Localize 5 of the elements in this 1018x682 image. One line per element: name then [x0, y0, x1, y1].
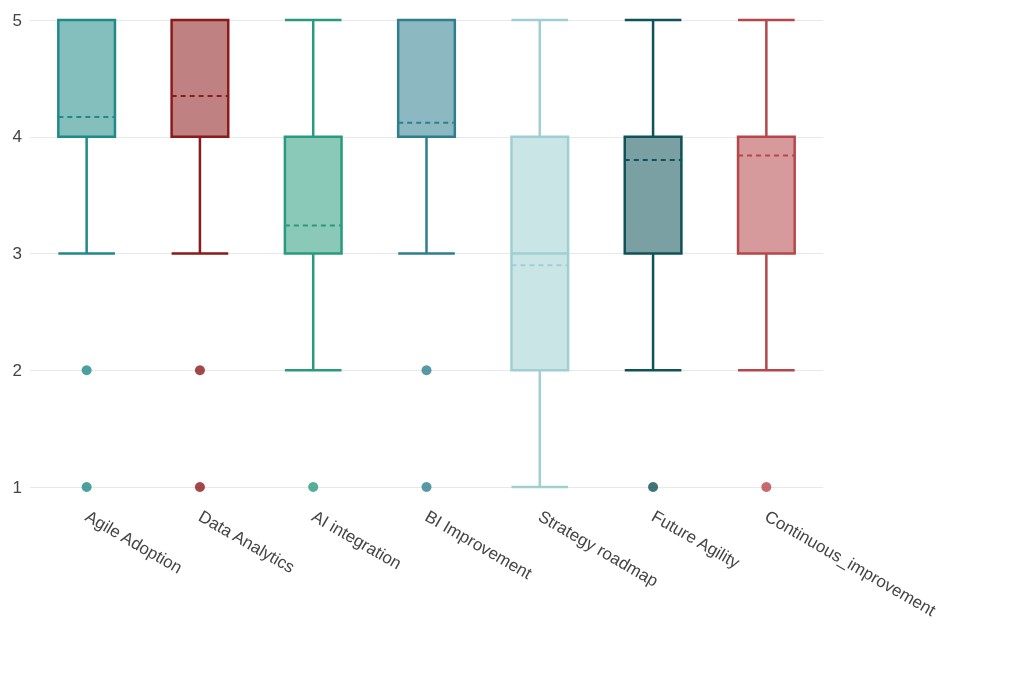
- y-tick-label: 3: [12, 244, 22, 263]
- y-tick-label: 1: [12, 477, 22, 497]
- y-tick-label: 5: [12, 10, 22, 30]
- y-tick-label: 2: [12, 360, 22, 380]
- y-tick-label: 4: [12, 127, 22, 147]
